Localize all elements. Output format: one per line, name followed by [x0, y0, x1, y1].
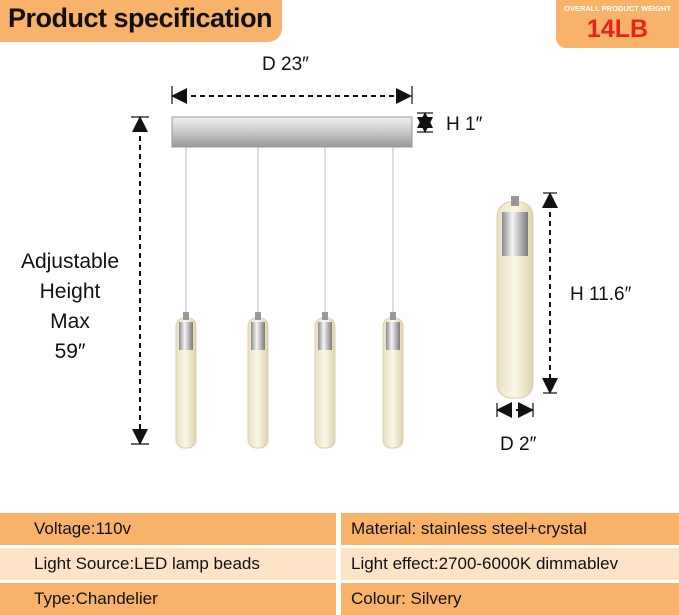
adjustable-label: Max [50, 310, 90, 333]
width-label: D 23″ [262, 54, 309, 75]
bar-height-label: H 1″ [446, 114, 483, 135]
canopy-bar [171, 116, 413, 148]
wires [185, 147, 394, 316]
pendants [175, 196, 534, 449]
title-box [0, 0, 282, 42]
weight-box: OVERALL PRODUCT WEIGHT 14LB [556, 0, 679, 48]
title: Product specification [8, 3, 273, 33]
extension-lines [131, 86, 557, 445]
weight-value: 14LB [586, 15, 649, 43]
dimension-lines [132, 88, 558, 445]
adjustable-label: Adjustable [20, 250, 120, 273]
spec-cell: Light effect:2700-6000K dimmablev [341, 548, 679, 580]
spec-cell: Colour: Silvery [341, 583, 679, 615]
spec-cell: Light Source:LED lamp beads [0, 548, 336, 580]
pendant-diameter-label: D 2″ [500, 434, 537, 455]
weight-label: OVERALL PRODUCT WEIGHT [564, 4, 671, 13]
spec-cell: Type:Chandelier [0, 583, 336, 615]
illustration [131, 86, 558, 449]
spec-cell: Material: stainless steel+crystal [341, 513, 679, 545]
pendant-height-label: H 11.6″ [570, 284, 632, 305]
adjustable-label: Height [39, 280, 101, 303]
spec-cell: Voltage:110v [0, 513, 336, 545]
adjustable-label: 59″ [54, 340, 86, 363]
